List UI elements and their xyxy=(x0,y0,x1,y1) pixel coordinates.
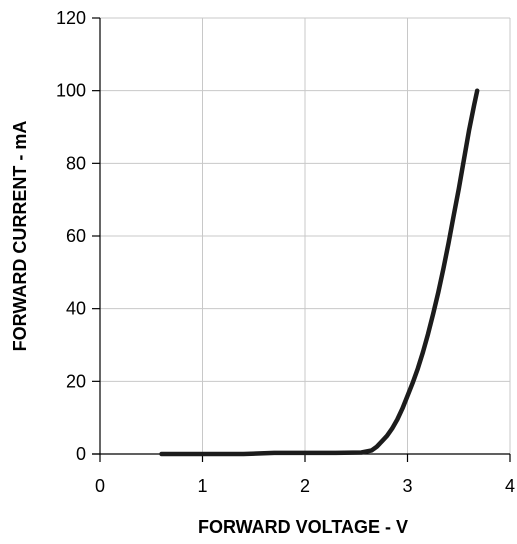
y-tick-label: 100 xyxy=(56,81,86,101)
y-axis-title: FORWARD CURRENT - mA xyxy=(10,121,30,352)
series xyxy=(159,88,480,457)
x-tick-label: 4 xyxy=(505,476,515,496)
y-tick-label: 40 xyxy=(66,299,86,319)
y-tick-label: 80 xyxy=(66,153,86,173)
y-tick-label: 120 xyxy=(56,8,86,28)
y-tick-label: 0 xyxy=(76,444,86,464)
x-axis-title: FORWARD VOLTAGE - V xyxy=(198,517,408,537)
series-line xyxy=(159,88,480,457)
x-tick-label: 1 xyxy=(197,476,207,496)
x-tick-label: 0 xyxy=(95,476,105,496)
y-tick-label: 60 xyxy=(66,226,86,246)
grid xyxy=(100,17,511,454)
x-tick-label: 3 xyxy=(402,476,412,496)
x-tick-label: 2 xyxy=(300,476,310,496)
ticks: 0 20 40 60 80 100 120 0 1 2 3 4 xyxy=(56,8,515,496)
y-tick-label: 20 xyxy=(66,371,86,391)
